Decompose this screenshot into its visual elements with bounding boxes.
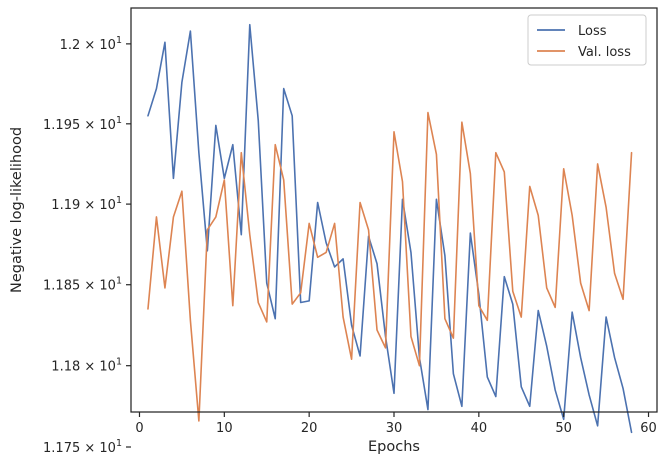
y-tick-label: 1.2 × 101 [60, 35, 122, 53]
x-tick-label: 60 [640, 421, 657, 436]
x-tick-label: 0 [135, 421, 143, 436]
y-tick-label: 1.175 × 101 [43, 438, 122, 456]
y-axis-ticks: 1.175 × 101 1.18 × 101 1.185 × 101 1.19 × 1… [43, 35, 131, 456]
x-tick-label: 10 [216, 421, 233, 436]
y-tick-label: 1.185 × 101 [43, 276, 122, 294]
series-line-0 [147, 23, 633, 434]
y-tick-label: 1.195 × 101 [43, 115, 122, 133]
legend-label-0: Loss [578, 24, 607, 39]
x-tick-label: 50 [555, 421, 572, 436]
series-line-1 [147, 111, 633, 422]
legend-label-1: Val. loss [578, 45, 631, 60]
x-axis-label: Epochs [368, 439, 420, 455]
x-tick-label: 40 [471, 421, 488, 436]
legend-box [527, 14, 647, 66]
x-tick-label: 30 [386, 421, 403, 436]
plot-frame [130, 7, 658, 413]
y-tick-label: 1.19 × 101 [51, 195, 122, 213]
y-tick-label: 1.18 × 101 [51, 357, 122, 375]
x-tick-label: 20 [301, 421, 318, 436]
legend: Loss Val. loss [527, 14, 647, 66]
series-lines [147, 23, 633, 434]
y-axis-label: Negative log-likelihood [9, 127, 25, 293]
x-axis-ticks: 0 10 20 30 40 50 60 [135, 412, 657, 436]
